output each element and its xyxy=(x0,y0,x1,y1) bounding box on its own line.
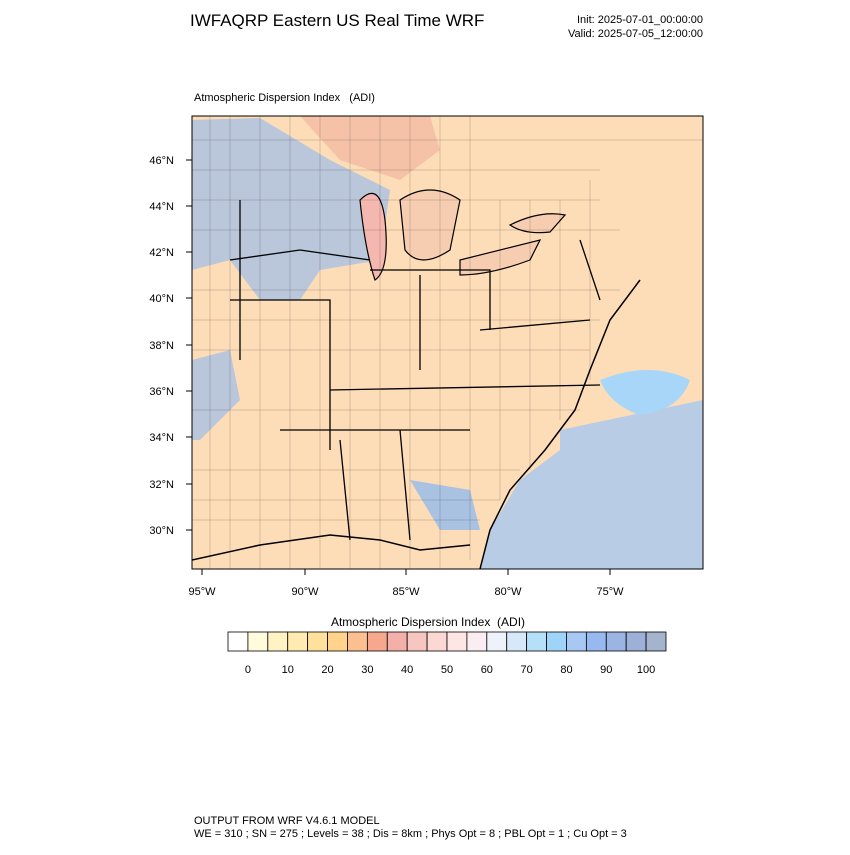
colorbar-tick-label: 50 xyxy=(441,664,453,676)
colorbar-box xyxy=(247,631,269,652)
colorbar-box xyxy=(585,631,607,652)
init-time: Init: 2025-07-01_00:00:00 xyxy=(577,14,703,26)
map-label: Atmospheric Dispersion Index (ADI) xyxy=(194,92,375,104)
colorbar-box xyxy=(307,631,328,652)
colorbar-box xyxy=(546,631,567,652)
colorbar-box xyxy=(466,631,488,652)
colorbar-box xyxy=(327,631,348,652)
colorbar-box xyxy=(605,631,627,652)
colorbar-tick-label: 100 xyxy=(637,664,655,676)
map-frame xyxy=(191,115,704,570)
lat-label: 38°N xyxy=(149,340,174,352)
colorbar-box xyxy=(566,631,587,652)
lon-label: 75°W xyxy=(596,586,624,598)
colorbar-box xyxy=(446,631,468,652)
colorbar-box xyxy=(267,631,289,652)
footer-settings: WE = 310 ; SN = 275 ; Levels = 38 ; Dis … xyxy=(194,828,627,840)
lat-label: 44°N xyxy=(149,201,174,213)
lat-label: 36°N xyxy=(149,386,174,398)
colorbar-box xyxy=(506,631,528,652)
colorbar-box xyxy=(366,631,388,652)
lon-label: 90°W xyxy=(291,586,319,598)
colorbar-box xyxy=(486,631,508,652)
lat-label: 40°N xyxy=(149,293,174,305)
lon-label: 80°W xyxy=(494,586,522,598)
lat-label: 30°N xyxy=(149,525,174,537)
title: IWFAQRP Eastern US Real Time WRF xyxy=(190,11,484,30)
colorbar-tick-label: 30 xyxy=(361,664,373,676)
colorbar-box xyxy=(347,631,368,652)
colorbar-tick-label: 70 xyxy=(521,664,533,676)
colorbar-box xyxy=(287,631,309,652)
colorbar-tick-label: 90 xyxy=(600,664,612,676)
colorbar-box xyxy=(386,631,408,652)
colorbar-tick-label: 60 xyxy=(481,664,493,676)
colorbar-box xyxy=(526,631,547,652)
colorbar-title: Atmospheric Dispersion Index (ADI) xyxy=(331,615,525,629)
lon-label: 95°W xyxy=(188,586,216,598)
footer-model: OUTPUT FROM WRF V4.6.1 MODEL xyxy=(194,815,380,827)
lat-label: 32°N xyxy=(149,479,174,491)
lat-label: 46°N xyxy=(149,155,174,167)
colorbar-box xyxy=(625,631,647,652)
colorbar-tick-label: 20 xyxy=(321,664,333,676)
map xyxy=(192,116,703,569)
valid-time: Valid: 2025-07-05_12:00:00 xyxy=(568,28,703,40)
colorbar-tick-label: 0 xyxy=(245,664,251,676)
lat-label: 42°N xyxy=(149,247,174,259)
lon-label: 85°W xyxy=(392,586,420,598)
colorbar-box xyxy=(645,631,667,652)
lat-label: 34°N xyxy=(149,432,174,444)
colorbar-box xyxy=(227,631,249,652)
colorbar-box xyxy=(426,631,448,652)
colorbar-tick-label: 40 xyxy=(401,664,413,676)
colorbar-tick-label: 80 xyxy=(560,664,572,676)
colorbar-tick-label: 10 xyxy=(282,664,294,676)
colorbar-box xyxy=(406,631,428,652)
